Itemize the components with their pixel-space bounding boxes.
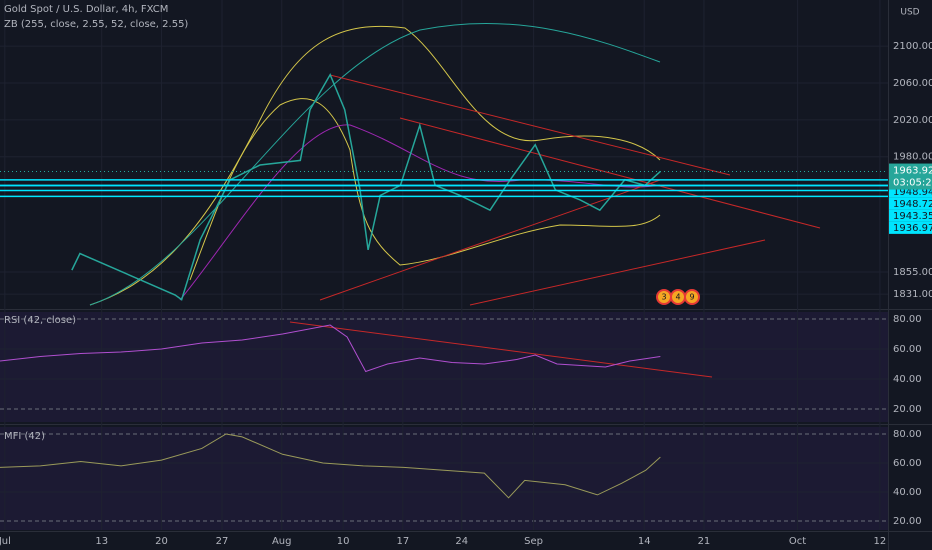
level-label: 1936.97 — [893, 223, 932, 234]
rsi-panel — [0, 312, 888, 422]
x-tick-label: 12 — [874, 536, 887, 547]
trendline — [289, 321, 713, 378]
x-tick-label: 21 — [698, 536, 711, 547]
level-label-box — [889, 197, 932, 210]
trendline — [319, 179, 661, 301]
upper-band — [89, 25, 661, 306]
trendline — [399, 117, 821, 229]
moving-average — [179, 124, 661, 301]
rsi-label: RSI (42, close) — [4, 315, 76, 326]
y-tick-label: 20.00 — [893, 516, 922, 527]
last-price-label: 1963.92 — [893, 166, 932, 177]
level-label-box — [889, 209, 932, 222]
x-tick-label: 14 — [638, 536, 651, 547]
x-tick-label: 20 — [155, 536, 168, 547]
data-line — [71, 72, 661, 301]
title: Gold Spot / U.S. Dollar, 4h, FXCM — [4, 4, 168, 15]
level-label: 1948.94 — [893, 187, 932, 198]
indicator-label: ZB (255, close, 2.55, 52, close, 2.55) — [4, 19, 188, 30]
moving-average — [89, 22, 661, 306]
y-tick-label: 40.00 — [893, 374, 922, 385]
x-tick-label: Oct — [789, 536, 806, 547]
y-tick-label: 2060.00 — [893, 78, 932, 89]
y-tick-label: 80.00 — [893, 429, 922, 440]
x-tick-label: 10 — [337, 536, 350, 547]
y-tick-label: 60.00 — [893, 458, 922, 469]
level-label: 1948.72 — [893, 199, 932, 210]
last-price-box — [889, 163, 932, 190]
x-tick-label: Jul — [0, 536, 11, 547]
countdown: 03:05:25 — [893, 178, 932, 189]
trendline — [329, 74, 731, 176]
data-line — [0, 433, 661, 499]
lower-band — [189, 98, 661, 281]
data-line — [0, 324, 661, 373]
event-badge — [684, 289, 700, 305]
y-tick-label: 60.00 — [893, 344, 922, 355]
x-tick-label: 13 — [95, 536, 108, 547]
currency: USD — [900, 8, 919, 18]
y-tick-label: 1831.00 — [893, 289, 932, 300]
y-tick-label: 2100.00 — [893, 41, 932, 52]
x-tick-label: Aug — [272, 536, 292, 547]
y-tick-label: 1855.00 — [893, 267, 932, 278]
event-label: 4 — [675, 293, 680, 302]
level-label-box — [889, 221, 932, 234]
y-tick-label: 1980.00 — [893, 152, 932, 163]
x-tick-label: Sep — [524, 536, 543, 547]
event-label: 3 — [661, 293, 666, 302]
mfi-label: MFI (42) — [4, 431, 45, 442]
x-tick-label: 24 — [455, 536, 468, 547]
y-tick-label: 40.00 — [893, 487, 922, 498]
y-tick-label: 20.00 — [893, 404, 922, 415]
event-label: 9 — [689, 293, 694, 302]
y-tick-label: 80.00 — [893, 314, 922, 325]
trendline — [469, 239, 766, 306]
mfi-panel — [0, 427, 888, 530]
layer — [0, 0, 888, 530]
x-tick-label: 17 — [396, 536, 409, 547]
y-tick-label: 2020.00 — [893, 115, 932, 126]
x-tick-label: 27 — [216, 536, 229, 547]
level-label: 1943.35 — [893, 211, 932, 222]
